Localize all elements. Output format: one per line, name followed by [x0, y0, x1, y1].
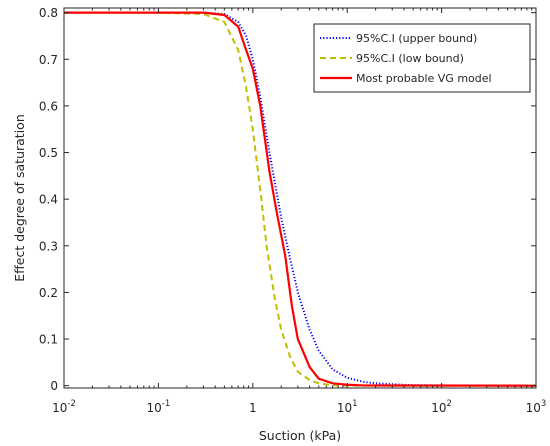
x-tick-label: 10-1 [147, 399, 171, 415]
y-tick-label: 0.2 [39, 286, 58, 300]
series-line-3 [64, 11, 537, 387]
y-tick-label: 0.7 [39, 53, 58, 67]
x-tick-label: 10-2 [52, 399, 76, 415]
y-tick-label: 0.6 [39, 99, 58, 113]
x-axis-label: Suction (kPa) [259, 428, 341, 443]
y-tick-label: 0 [50, 379, 58, 393]
x-tick-label: 103 [526, 399, 547, 415]
y-tick-label: 0.5 [39, 146, 58, 160]
legend-label-3: Most probable VG model [356, 72, 492, 85]
x-axis: 10-2 10-1 1 101 102 103 [52, 8, 546, 415]
x-tick-label: 1 [249, 401, 257, 415]
y-tick-label: 0.8 [39, 6, 58, 20]
x-tick-label: 101 [337, 399, 358, 415]
y-axis: 0 0.1 0.2 0.3 0.4 0.5 0.6 0.7 0.8 [39, 6, 536, 393]
legend: 95%C.I (upper bound) 95%C.I (low bound) Mo… [313, 23, 531, 93]
x-tick-label: 102 [431, 399, 452, 415]
curves-layer [64, 11, 537, 387]
y-tick-label: 0.3 [39, 239, 58, 253]
y-tick-label: 0.1 [39, 333, 58, 347]
y-tick-label: 0.4 [39, 193, 58, 207]
y-axis-label: Effect degree of saturation [12, 114, 27, 282]
legend-label-2: 95%C.I (low bound) [356, 52, 464, 65]
plot-frame [63, 7, 537, 389]
legend-label-1: 95%C.I (upper bound) [356, 32, 477, 45]
